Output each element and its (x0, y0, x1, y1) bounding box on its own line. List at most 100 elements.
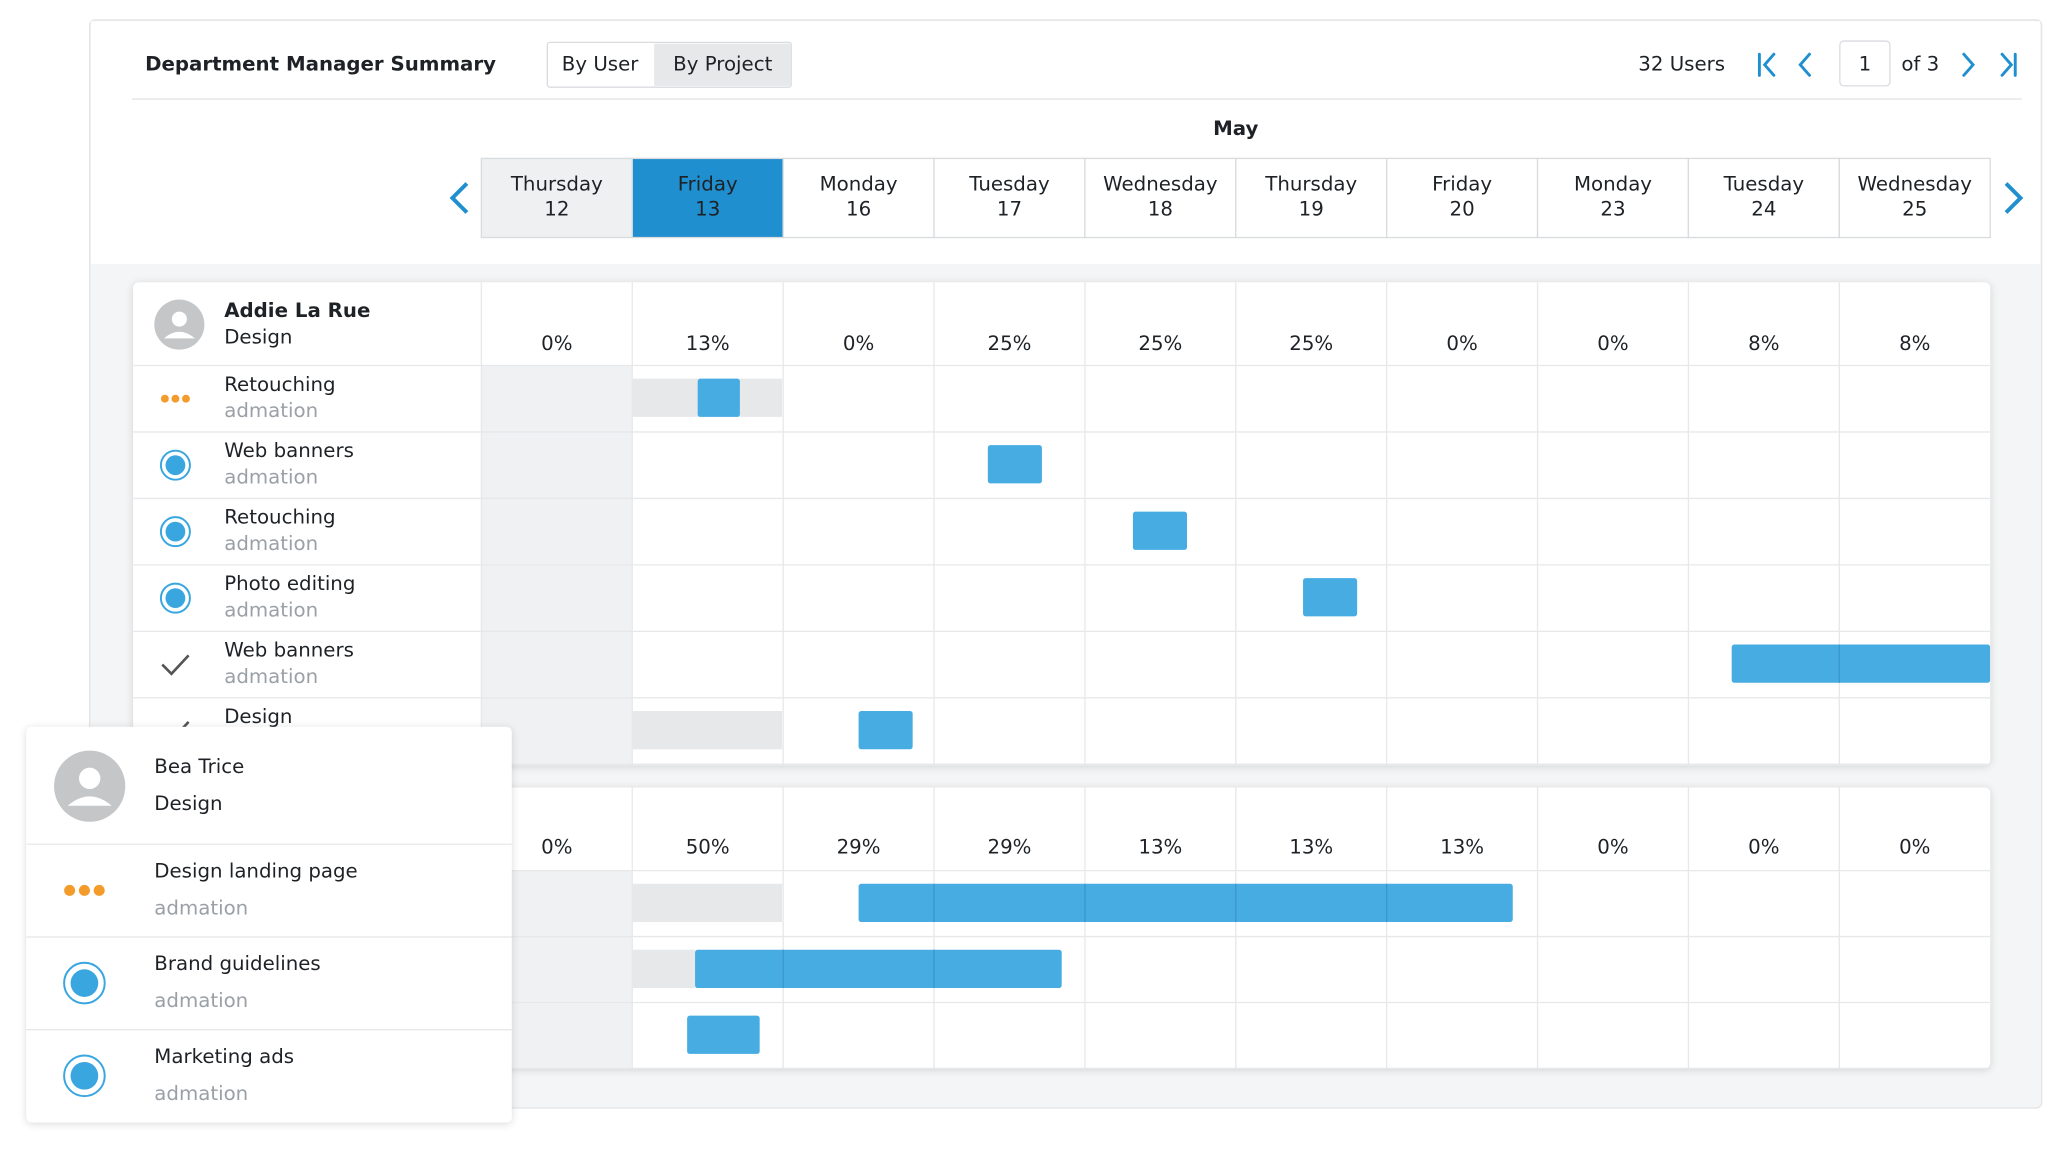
day-weekday: Friday (1432, 172, 1492, 195)
booking-past (631, 883, 783, 923)
day-header[interactable] (1235, 157, 1388, 239)
allocation: 0% (1899, 836, 1930, 859)
prev-week[interactable] (449, 182, 469, 214)
allocation: 29% (837, 836, 881, 859)
allocation: 13% (1440, 836, 1484, 859)
status-pending (171, 394, 180, 403)
task-client: admation (224, 399, 318, 422)
tab-active-bg (654, 43, 792, 86)
task-name: Design landing page (154, 859, 357, 882)
status-dot (70, 1061, 99, 1090)
task-client: admation (224, 466, 318, 489)
day-date: 19 (1299, 197, 1324, 220)
status-active (159, 516, 191, 548)
task-client: admation (154, 1082, 248, 1105)
booking[interactable] (987, 445, 1042, 484)
allocation: 0% (843, 332, 874, 355)
next-week[interactable] (2004, 182, 2024, 214)
day-header[interactable] (1687, 157, 1840, 239)
task-name: Photo editing (224, 572, 355, 595)
avatar-body (163, 331, 195, 339)
day-header[interactable] (1536, 157, 1690, 239)
day-date: 12 (544, 197, 569, 220)
task-name: Retouching (224, 506, 335, 529)
day-date: 18 (1148, 197, 1173, 220)
day-weekday: Wednesday (1103, 172, 1218, 195)
day-date: 20 (1450, 197, 1475, 220)
day-header[interactable] (933, 157, 1086, 239)
booking[interactable] (695, 949, 1062, 988)
booking[interactable] (687, 1015, 760, 1054)
first-page[interactable] (1757, 52, 1776, 77)
status-dot (70, 969, 99, 997)
avatar-head (79, 767, 101, 790)
allocation: 0% (1748, 836, 1779, 859)
allocation: 0% (1597, 332, 1628, 355)
day-header[interactable] (631, 157, 784, 239)
booking[interactable] (1132, 511, 1187, 550)
prev-page[interactable] (1798, 52, 1811, 77)
booking[interactable] (858, 883, 1513, 923)
last-page[interactable] (2000, 52, 2017, 77)
booking[interactable] (697, 378, 740, 417)
status-dot (165, 588, 186, 609)
allocation: 13% (1289, 836, 1333, 859)
task-name: Web banners (224, 639, 354, 662)
day-header[interactable] (480, 157, 633, 239)
status-active (63, 1054, 106, 1098)
day-weekday: Thursday (1264, 172, 1357, 195)
booking[interactable] (1731, 644, 1991, 683)
status-pending (78, 884, 90, 896)
day-date: 24 (1751, 197, 1776, 220)
task-name: Design (224, 705, 292, 728)
page-total: of 3 (1901, 52, 1939, 75)
allocation: 13% (686, 332, 730, 355)
status-pending (160, 394, 169, 403)
status-dot (165, 521, 186, 542)
allocation: 25% (1289, 332, 1333, 355)
day-header[interactable] (1386, 157, 1539, 239)
status-done (161, 654, 190, 676)
avatar-body (67, 796, 112, 806)
allocation: 0% (541, 836, 572, 859)
day-weekday: Tuesday (968, 172, 1050, 195)
allocation: 25% (988, 332, 1032, 355)
allocation: 0% (1446, 332, 1477, 355)
title: Department Manager Summary (145, 52, 496, 75)
status-pending (93, 884, 105, 896)
page-number[interactable]: 1 (1859, 52, 1872, 75)
allocation: 29% (988, 836, 1032, 859)
user-dept: Design (224, 325, 292, 348)
page-input[interactable] (1839, 40, 1891, 87)
task-client: admation (154, 989, 248, 1012)
allocation: 50% (686, 836, 730, 859)
allocation: 0% (1597, 836, 1628, 859)
day-date: 16 (846, 197, 871, 220)
task-client: admation (154, 896, 248, 919)
tab[interactable]: By Project (673, 52, 772, 75)
task-client: admation (224, 599, 318, 622)
status-active (159, 582, 191, 614)
user-name: Addie La Rue (224, 299, 370, 322)
day-date: 25 (1902, 197, 1927, 220)
allocation: 0% (541, 332, 572, 355)
allocation: 8% (1748, 332, 1779, 355)
next-page[interactable] (1962, 52, 1975, 77)
user-dept: Design (154, 792, 222, 815)
user-card (133, 282, 1991, 766)
day-header[interactable] (782, 157, 935, 239)
status-dot (165, 455, 186, 476)
booking[interactable] (858, 711, 913, 750)
task-name: Retouching (224, 373, 335, 396)
day-weekday: Friday (678, 172, 738, 195)
task-name: Web banners (224, 439, 354, 462)
users-count: 32 Users (1638, 52, 1725, 75)
day-date: 13 (695, 197, 720, 220)
user-name: Bea Trice (154, 755, 244, 778)
allocation: 8% (1899, 332, 1930, 355)
day-date: 23 (1600, 197, 1625, 220)
tab[interactable]: By User (562, 52, 639, 75)
day-header[interactable] (1838, 157, 1991, 239)
booking[interactable] (1303, 578, 1358, 617)
